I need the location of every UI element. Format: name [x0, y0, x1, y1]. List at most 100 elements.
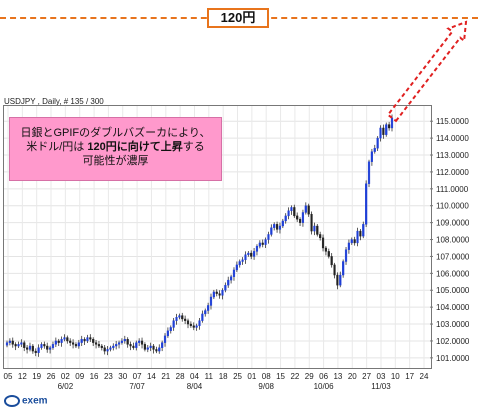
candle [290, 207, 293, 212]
candle [227, 279, 230, 286]
y-tick-label: 109.0000 [436, 219, 470, 228]
x-tick-label: 01 [247, 372, 256, 381]
candle [301, 212, 305, 223]
candle [327, 251, 330, 257]
candle [379, 127, 382, 139]
candle [359, 230, 362, 237]
candle [143, 344, 147, 350]
candle [161, 342, 164, 348]
candle [235, 264, 238, 271]
candle [212, 291, 215, 298]
x-tick-label: 21 [161, 372, 170, 381]
candle [132, 345, 135, 348]
candle [373, 148, 376, 152]
candle [350, 239, 353, 244]
candle [109, 347, 112, 350]
x-month-label: 7/07 [129, 382, 145, 391]
candle [166, 330, 169, 337]
candle [103, 347, 106, 352]
candle [89, 337, 92, 340]
candle [158, 347, 161, 352]
candle [238, 261, 241, 266]
y-tick-label: 112.0000 [436, 168, 469, 177]
candle [275, 224, 279, 230]
candle [66, 337, 69, 342]
candle [298, 219, 302, 223]
candle [135, 342, 138, 348]
y-tick-label: 113.0000 [436, 151, 469, 160]
candle [178, 315, 181, 318]
x-tick-label: 09 [75, 372, 84, 381]
annotation-line-2-suffix: する [182, 141, 205, 153]
candle [115, 344, 118, 347]
candle [201, 313, 204, 321]
target-arrow [386, 20, 468, 123]
x-tick-label: 05 [4, 372, 13, 381]
candle [221, 290, 224, 296]
y-tick-label: 102.0000 [436, 337, 470, 346]
candle [57, 340, 60, 343]
candle [28, 345, 32, 350]
candle [163, 335, 167, 343]
candle [207, 305, 210, 311]
x-tick-label: 06 [319, 372, 328, 381]
candle [195, 325, 198, 328]
x-tick-label: 30 [118, 372, 127, 381]
candle [100, 345, 103, 348]
x-tick-label: 07 [133, 372, 142, 381]
candle [37, 347, 40, 353]
candle [330, 256, 333, 266]
candle [261, 242, 264, 245]
candle [390, 117, 394, 129]
candle [370, 151, 373, 162]
candle [31, 345, 34, 352]
candle [23, 342, 26, 348]
candle [347, 242, 350, 250]
candle [198, 320, 201, 326]
candle [356, 230, 359, 244]
candle [367, 161, 371, 184]
candle [120, 340, 124, 343]
candle [244, 254, 247, 261]
candle [321, 237, 325, 249]
candle [97, 344, 101, 347]
candle [138, 340, 141, 343]
candle [252, 251, 256, 257]
x-tick-label: 13 [333, 372, 342, 381]
candle [278, 225, 282, 230]
candle [106, 349, 109, 352]
candle [230, 276, 233, 281]
candle [149, 345, 152, 348]
candle [129, 344, 132, 347]
candle [155, 349, 158, 352]
candle [270, 227, 273, 235]
candle [293, 207, 296, 217]
candle [26, 347, 29, 350]
candle [241, 259, 244, 262]
candle [281, 220, 284, 227]
candle [34, 350, 37, 353]
candle [273, 224, 276, 228]
candle [287, 210, 290, 217]
candle [218, 293, 221, 296]
candle [388, 124, 391, 129]
candle [71, 342, 75, 345]
annotation-line-1: 日銀とGPIFのダブルバズーカにより、 [20, 127, 211, 139]
annotation-line-2-bold: 120円に向けて上昇 [87, 141, 183, 153]
candle [247, 252, 250, 255]
y-tick-label: 115.0000 [436, 117, 469, 126]
candle [186, 320, 190, 325]
candle [333, 264, 336, 276]
candle [215, 291, 218, 294]
x-tick-label: 22 [290, 372, 299, 381]
candle [184, 318, 187, 321]
candle [304, 205, 307, 213]
x-month-label: 8/04 [187, 382, 203, 391]
candle [126, 339, 129, 345]
x-tick-label: 29 [305, 372, 314, 381]
candle [204, 310, 207, 315]
candle [324, 247, 328, 252]
candle [250, 252, 253, 257]
candle [362, 224, 365, 237]
candle [365, 183, 368, 225]
